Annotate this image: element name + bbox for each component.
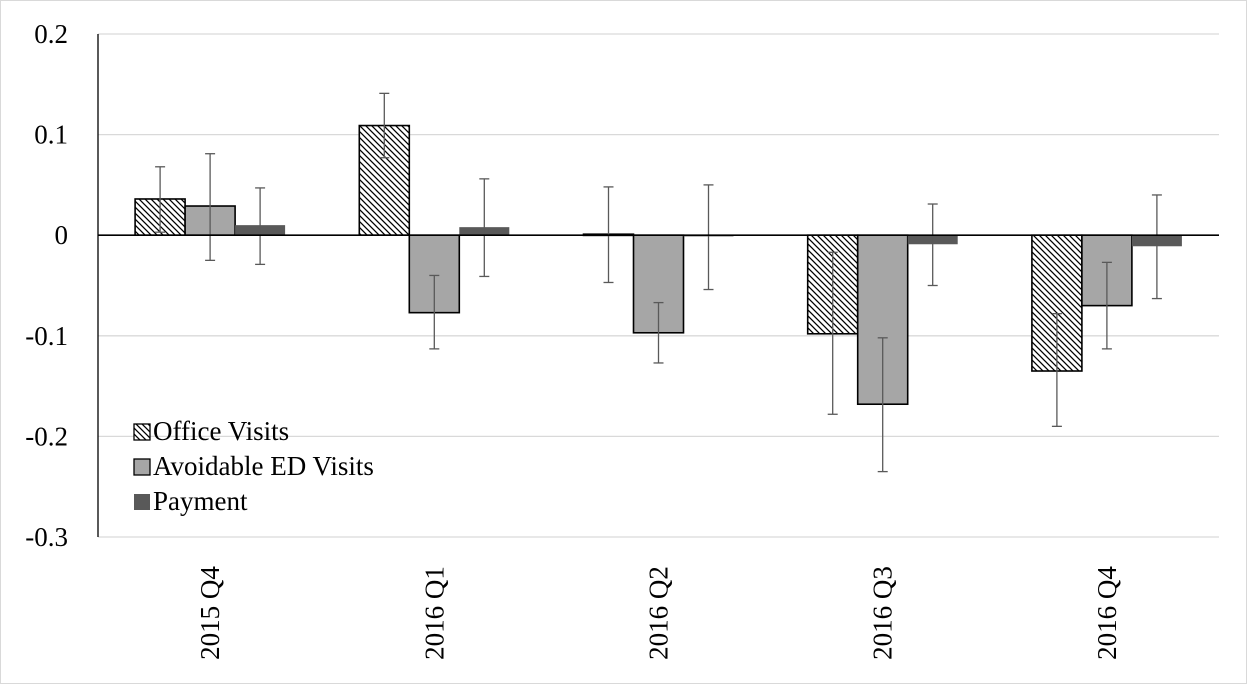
x-category-label: 2016 Q3 [868,566,898,660]
y-tick-label: -0.2 [25,421,68,451]
error-bar [827,251,838,415]
y-tick-label: -0.3 [25,522,68,552]
axes [97,34,1219,537]
legend-swatch [133,423,151,441]
y-tick-labels: 0.2 0.1 0 -0.1 -0.2 -0.3 [25,19,68,552]
x-category-label: 2016 Q4 [1092,566,1122,660]
legend: Office Visits Avoidable ED Visits Payment [133,416,374,516]
legend-label: Office Visits [153,416,289,446]
y-tick-label: 0.2 [34,19,68,49]
error-bar [703,184,714,291]
error-bar [1101,261,1112,350]
legend-label: Payment [153,486,248,516]
legend-label: Avoidable ED Visits [153,451,374,481]
error-bar [1051,313,1062,427]
y-tick-label: 0.1 [34,120,68,150]
error-bars [155,92,1162,473]
error-bar [155,166,166,233]
error-bar [255,187,266,266]
error-bar [479,178,490,278]
x-tick-labels: 2015 Q4 2016 Q1 2016 Q2 2016 Q3 2016 Q4 [195,566,1122,660]
x-category-label: 2016 Q1 [419,566,449,660]
error-bar [429,274,440,350]
x-category-label: 2016 Q2 [644,566,674,660]
y-tick-label: 0 [55,220,69,250]
y-tick-label: -0.1 [25,321,68,351]
x-category-label: 2015 Q4 [195,566,225,660]
error-bar [927,203,938,287]
error-bar [205,153,216,262]
error-bar [653,301,664,364]
error-bar [379,92,390,159]
legend-swatch [133,458,151,476]
error-bar [877,337,888,473]
legend-swatch [134,494,150,510]
error-bar [1151,194,1162,300]
